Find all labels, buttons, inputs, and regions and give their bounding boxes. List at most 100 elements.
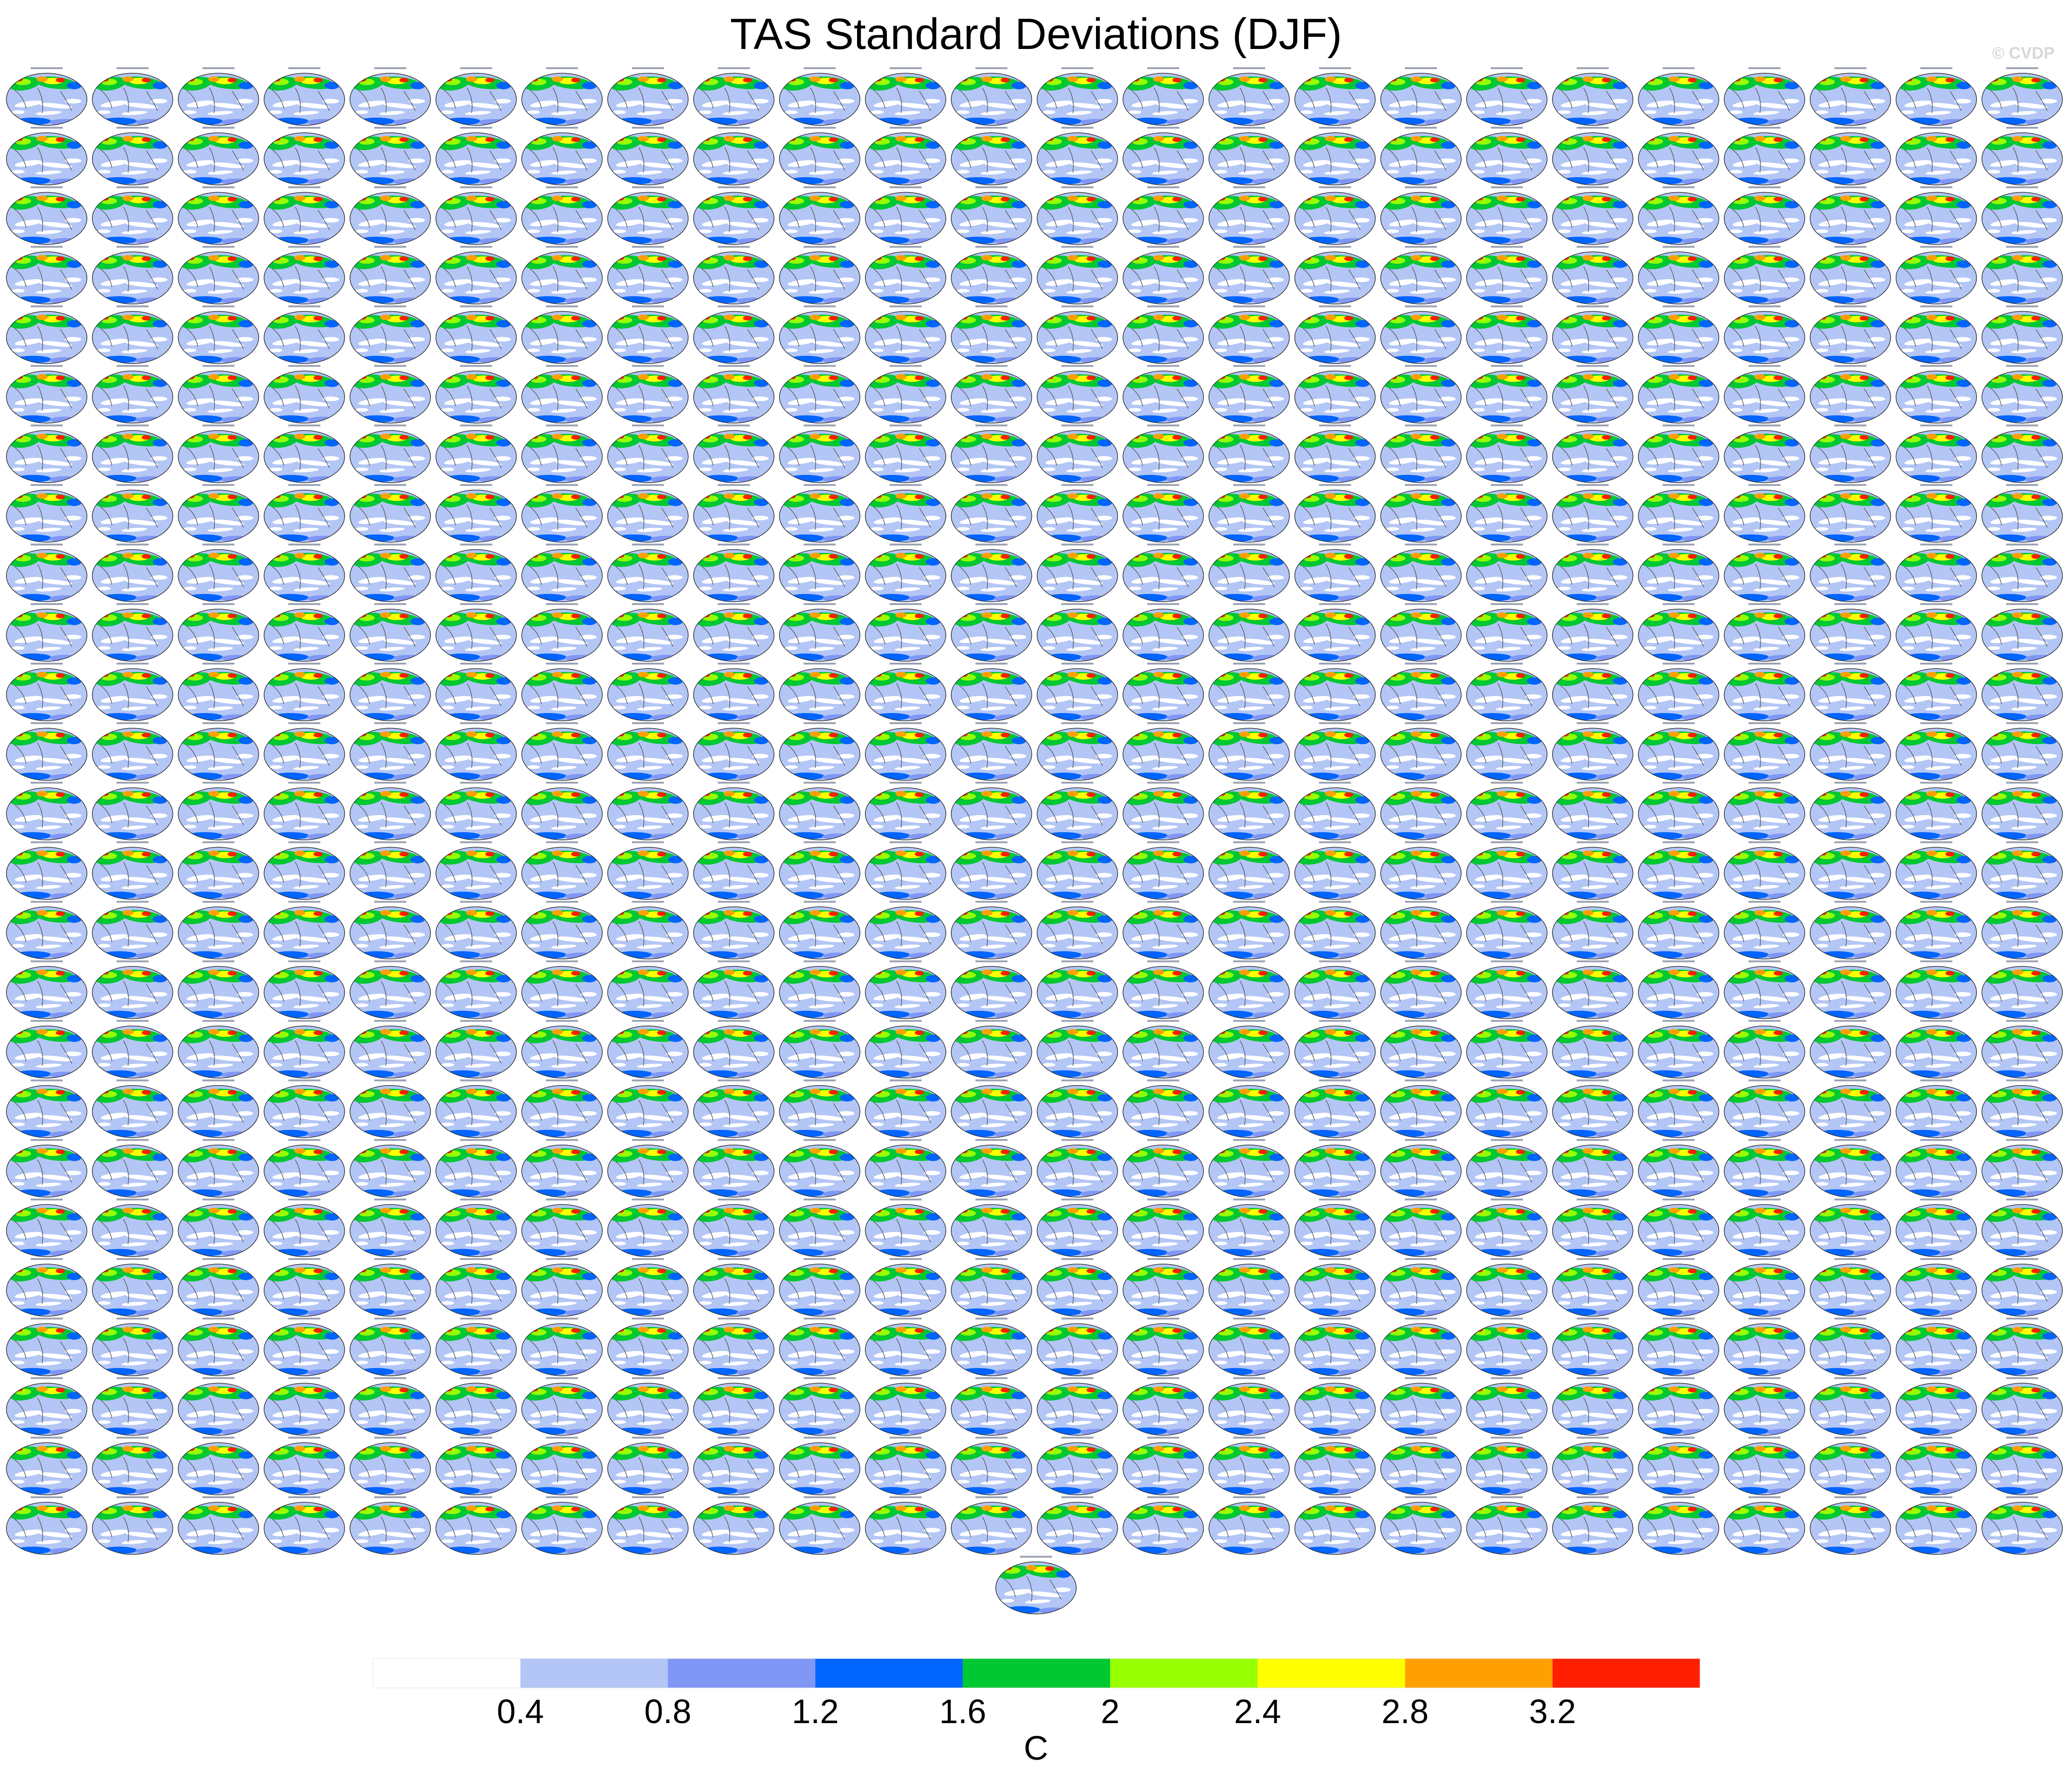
panel-title — [374, 365, 406, 367]
panel-title — [460, 1377, 492, 1379]
panel-title — [975, 1437, 1008, 1439]
panel-title — [1020, 1556, 1052, 1558]
panel-title — [31, 722, 63, 724]
panel-title — [1233, 663, 1265, 665]
panel-title — [546, 1258, 578, 1260]
panel-title — [460, 603, 492, 605]
panel-title — [116, 1198, 149, 1200]
panel-title — [374, 841, 406, 843]
panel-title — [202, 127, 235, 129]
panel-title — [1147, 1079, 1180, 1081]
panel-title — [718, 1139, 750, 1141]
panel-title — [631, 1318, 664, 1320]
panel-title — [116, 1437, 149, 1439]
panel-title — [1748, 127, 1781, 129]
panel-title — [804, 305, 836, 308]
panel-title — [1319, 543, 1351, 546]
panel-title — [202, 722, 235, 724]
panel-title — [2006, 1496, 2039, 1498]
colorbar-swatch — [1405, 1659, 1553, 1688]
colorbar-swatch — [815, 1659, 963, 1688]
panel-title — [1834, 365, 1867, 367]
panel-title — [631, 365, 664, 367]
panel-title — [975, 1318, 1008, 1320]
panel-title — [460, 67, 492, 69]
panel-title — [631, 603, 664, 605]
panel-title — [1233, 1139, 1265, 1141]
panel-title — [1490, 1496, 1523, 1498]
panel-title — [374, 663, 406, 665]
panel-title — [116, 127, 149, 129]
panel-title — [1405, 1198, 1437, 1200]
panel-title — [975, 305, 1008, 308]
panel-title — [460, 1258, 492, 1260]
panel-title — [1834, 663, 1867, 665]
panel-title — [546, 722, 578, 724]
panel-title — [1405, 67, 1437, 69]
panel-title — [975, 424, 1008, 427]
panel-title — [288, 1198, 321, 1200]
panel-title — [1319, 246, 1351, 248]
panel-title — [31, 305, 63, 308]
panel-title — [975, 1139, 1008, 1141]
panel-title — [1834, 305, 1867, 308]
panel-title — [1662, 722, 1695, 724]
panel-title — [1920, 1079, 1953, 1081]
panel-title — [1576, 663, 1609, 665]
panel-title — [1405, 484, 1437, 486]
panel-title — [1319, 186, 1351, 189]
panel-title — [1662, 1496, 1695, 1498]
panel-title — [116, 901, 149, 903]
panel-title — [31, 1318, 63, 1320]
panel-title — [1576, 1139, 1609, 1141]
panel-title — [890, 1079, 922, 1081]
panel-title — [804, 1258, 836, 1260]
panel-title — [718, 603, 750, 605]
panel-title — [2006, 841, 2039, 843]
panel-title — [804, 365, 836, 367]
panel-title — [202, 365, 235, 367]
panel-title — [1662, 1020, 1695, 1022]
panel-title — [1748, 484, 1781, 486]
panel-title — [1490, 127, 1523, 129]
panel-title — [1748, 1079, 1781, 1081]
panel-title — [890, 305, 922, 308]
panel-title — [890, 484, 922, 486]
panel-title — [1748, 722, 1781, 724]
panel-title — [1920, 603, 1953, 605]
panel-title — [1748, 543, 1781, 546]
panel-title — [1662, 365, 1695, 367]
panel-title — [116, 960, 149, 962]
panel-title — [1061, 484, 1094, 486]
panel-title — [460, 1496, 492, 1498]
panel-title — [1147, 424, 1180, 427]
panel-title — [631, 1139, 664, 1141]
panel-title — [288, 960, 321, 962]
panel-title — [1405, 841, 1437, 843]
panel-title — [202, 1198, 235, 1200]
panel-title — [374, 1318, 406, 1320]
panel-title — [804, 246, 836, 248]
panel-title — [546, 305, 578, 308]
panel-title — [1662, 782, 1695, 784]
panel-title — [374, 1377, 406, 1379]
panel-title — [1576, 484, 1609, 486]
panel-title — [288, 365, 321, 367]
panel-title — [631, 901, 664, 903]
panel-title — [460, 424, 492, 427]
panel-title — [116, 246, 149, 248]
panel-title — [1319, 901, 1351, 903]
panel-title — [1662, 1198, 1695, 1200]
panel-title — [288, 186, 321, 189]
panel-title — [374, 484, 406, 486]
panel-title — [1834, 1020, 1867, 1022]
panel-title — [1490, 1258, 1523, 1260]
panel-title — [1147, 1020, 1180, 1022]
panel-title — [631, 305, 664, 308]
panel-title — [202, 186, 235, 189]
panel-title — [975, 722, 1008, 724]
panel-title — [1834, 67, 1867, 69]
colorbar-tick-label: 0.8 — [644, 1692, 691, 1730]
panel-title — [202, 1437, 235, 1439]
panel-title — [804, 1496, 836, 1498]
